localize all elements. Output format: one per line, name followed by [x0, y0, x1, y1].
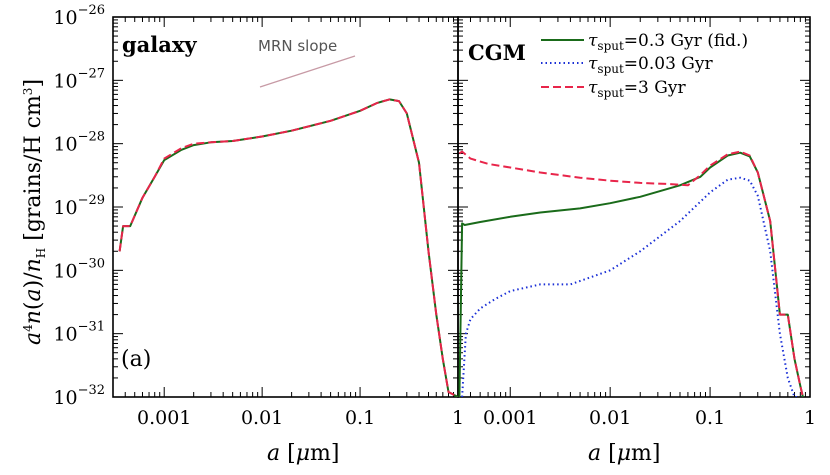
right-x-tick-label: 1 — [804, 407, 816, 429]
left-x-tick-label: 0.01 — [241, 407, 283, 429]
left-x-tick-label: 1 — [452, 407, 464, 429]
right-panel-frame — [457, 16, 811, 398]
legend-entry-003: τsput=0.03 Gyr — [588, 54, 713, 76]
mrn-slope-line — [259, 55, 356, 88]
right-series-line-1 — [461, 176, 801, 397]
left-panel-frame — [112, 16, 459, 398]
y-tick-label: 10−28 — [53, 130, 105, 156]
left-series-line-1 — [118, 98, 458, 397]
left-series-line-0 — [118, 98, 458, 397]
legend-entry-3: τsput=3 Gyr — [588, 78, 686, 100]
mrn-slope-label: MRN slope — [258, 37, 337, 55]
panel-label: (a) — [121, 347, 151, 372]
y-tick-label: 10−29 — [53, 193, 105, 219]
y-axis-label: a4n(a)/nH [grains/H cm3] — [21, 79, 48, 345]
y-tick-label: 10−30 — [53, 256, 105, 282]
y-tick-label: 10−26 — [53, 3, 105, 29]
right-x-axis-label: a [μm] — [588, 441, 660, 466]
right-panel-title: CGM — [468, 40, 526, 65]
legend: τsput=0.3 Gyr (fid.) τsput=0.03 Gyr τspu… — [541, 31, 748, 100]
left-x-axis-label: a [μm] — [267, 441, 339, 466]
left-x-tick-label: 0.001 — [137, 407, 191, 429]
right-x-tick-label: 0.001 — [483, 407, 537, 429]
right-series-line-0 — [458, 151, 804, 397]
y-tick-label: 10−31 — [53, 320, 105, 346]
right-series-line-2 — [458, 150, 804, 397]
y-tick-label: 10−27 — [53, 66, 105, 92]
right-x-tick-label: 0.1 — [695, 407, 725, 429]
left-x-tick-label: 0.1 — [345, 407, 375, 429]
left-panel-title: galaxy — [122, 32, 197, 57]
legend-entry-fid: τsput=0.3 Gyr (fid.) — [588, 31, 748, 53]
right-x-tick-label: 0.01 — [589, 407, 631, 429]
y-tick-label: 10−32 — [53, 383, 105, 409]
